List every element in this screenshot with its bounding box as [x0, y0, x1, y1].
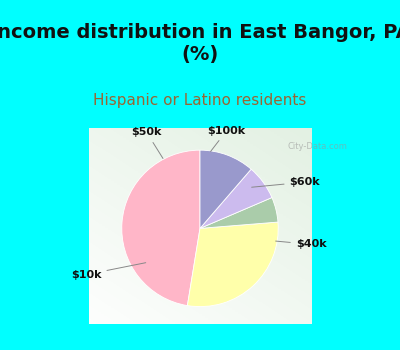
Text: Income distribution in East Bangor, PA
(%): Income distribution in East Bangor, PA (…: [0, 23, 400, 64]
Wedge shape: [200, 169, 272, 229]
Wedge shape: [200, 197, 278, 229]
Text: $10k: $10k: [71, 263, 146, 280]
Wedge shape: [122, 150, 200, 306]
Text: $100k: $100k: [208, 126, 246, 152]
Text: $50k: $50k: [132, 127, 163, 159]
Wedge shape: [187, 222, 278, 307]
Text: $60k: $60k: [252, 177, 320, 187]
Text: Hispanic or Latino residents: Hispanic or Latino residents: [93, 93, 307, 108]
Wedge shape: [200, 150, 251, 229]
Text: $40k: $40k: [276, 239, 326, 250]
Text: City-Data.com: City-Data.com: [288, 142, 348, 151]
